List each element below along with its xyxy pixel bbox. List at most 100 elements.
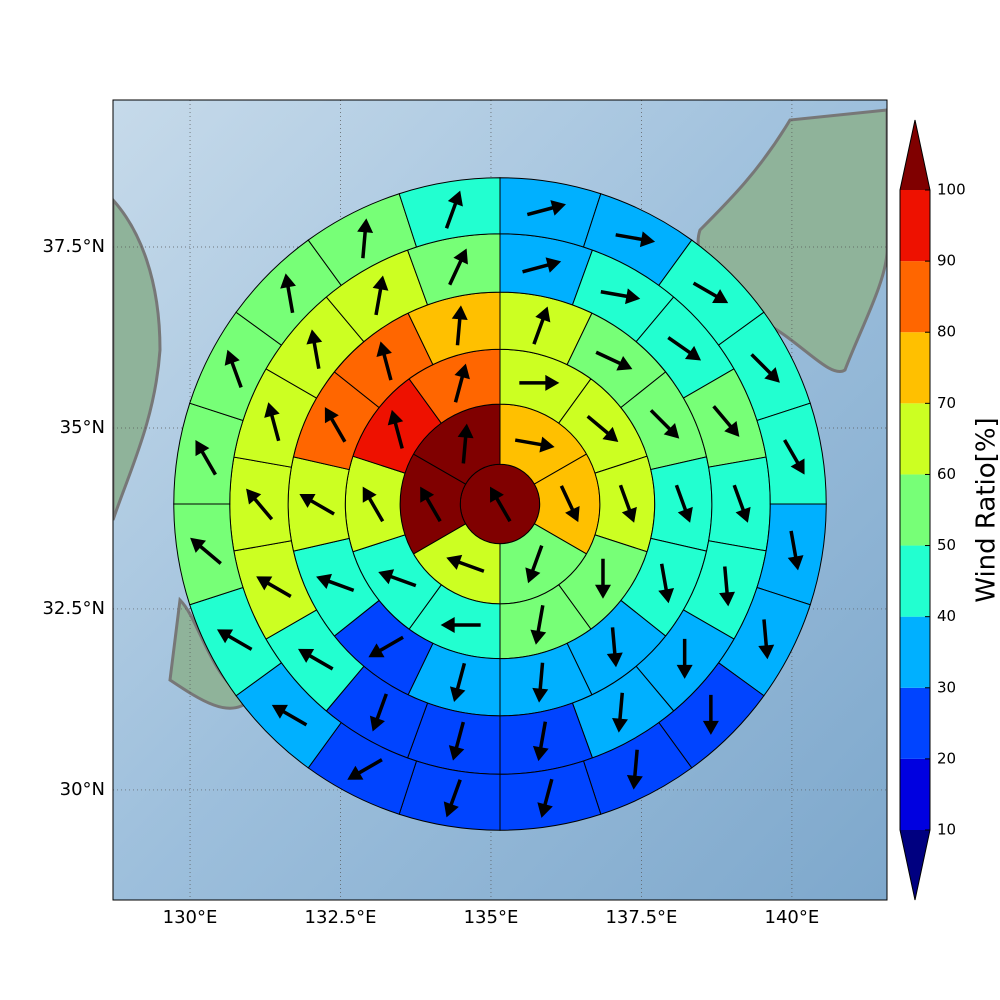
wind-arrow bbox=[532, 306, 551, 345]
wind-arrow bbox=[298, 648, 334, 671]
wind-arrow bbox=[712, 405, 740, 437]
wind-arrow bbox=[448, 721, 466, 761]
x-tick-label: 137.5°E bbox=[605, 907, 677, 928]
wind-arrow bbox=[600, 288, 641, 305]
wind-arrow bbox=[369, 693, 388, 732]
colorbar-tick-label: 40 bbox=[937, 607, 956, 625]
colorbar-bin bbox=[900, 687, 930, 759]
wind-arrow bbox=[256, 576, 292, 598]
colorbar-bin bbox=[900, 545, 930, 617]
colorbar-bin bbox=[900, 616, 930, 688]
wind-arrow bbox=[224, 349, 243, 388]
wind-arrow bbox=[586, 414, 619, 443]
wind-arrow bbox=[378, 569, 417, 588]
x-tick-label: 135°E bbox=[464, 907, 519, 928]
colorbar-tick-label: 70 bbox=[937, 394, 956, 412]
y-tick-label: 35°N bbox=[60, 417, 105, 438]
colorbar-bin bbox=[900, 474, 930, 546]
wind-arrow bbox=[443, 779, 462, 818]
wind-arrow bbox=[444, 190, 463, 229]
colorbar-tick-label: 100 bbox=[937, 181, 966, 199]
wind-arrow bbox=[787, 530, 804, 571]
colorbar-label: Wind Ratio[%] bbox=[972, 417, 1000, 602]
wind-arrow bbox=[420, 486, 442, 523]
colorbar-bin bbox=[900, 403, 930, 475]
colorbar-bin bbox=[900, 332, 930, 404]
wind-arrow bbox=[368, 635, 404, 658]
wind-arrow bbox=[446, 554, 485, 573]
wind-arrow bbox=[376, 341, 393, 381]
wind-arrow bbox=[271, 704, 308, 727]
wind-arrow bbox=[457, 423, 474, 464]
wind-arrow bbox=[732, 484, 751, 523]
x-tick-label: 140°E bbox=[765, 907, 820, 928]
wind-arrow bbox=[449, 662, 467, 702]
wind-arrow bbox=[615, 231, 656, 248]
x-tick-label: 130°E bbox=[163, 907, 218, 928]
wind-arrow bbox=[306, 329, 323, 370]
colorbar-tick-label: 30 bbox=[937, 678, 956, 696]
y-tick-label: 37.5°N bbox=[42, 236, 105, 257]
x-tick-label: 132.5°E bbox=[305, 907, 377, 928]
wind-arrow bbox=[702, 694, 719, 735]
y-tick-label: 32.5°N bbox=[42, 598, 105, 619]
wind-arrow bbox=[676, 638, 693, 679]
wind-arrow bbox=[594, 558, 611, 599]
wind-arrow bbox=[595, 350, 633, 371]
wind-arrow bbox=[372, 275, 389, 316]
colorbar-over bbox=[900, 120, 930, 190]
wind-arrow bbox=[618, 484, 637, 523]
wind-arrow bbox=[537, 778, 554, 818]
wind-arrow bbox=[216, 629, 253, 651]
colorbar-tick-label: 60 bbox=[937, 465, 956, 483]
wind-arrow bbox=[316, 573, 355, 592]
colorbar-tick-label: 20 bbox=[937, 749, 956, 767]
wind-arrow bbox=[362, 486, 385, 523]
wind-arrow bbox=[448, 248, 468, 286]
wind-arrow bbox=[674, 484, 693, 523]
wind-arrow bbox=[490, 486, 512, 523]
colorbar-bin bbox=[900, 190, 930, 262]
colorbar-under bbox=[900, 830, 930, 900]
wind-arrow bbox=[246, 488, 274, 521]
wind-arrow bbox=[357, 218, 374, 259]
wind-arrow bbox=[626, 749, 643, 790]
land bbox=[113, 197, 162, 521]
wind-arrow bbox=[195, 440, 217, 476]
wind-arrow bbox=[280, 273, 296, 314]
map-frame bbox=[112, 99, 888, 901]
wind-arrow bbox=[299, 493, 335, 516]
colorbar-tick-label: 80 bbox=[937, 323, 956, 341]
wind-arrow bbox=[525, 545, 544, 584]
colorbar-bin bbox=[900, 261, 930, 333]
sector bbox=[650, 456, 713, 552]
wind-arrow bbox=[387, 409, 404, 449]
wind-arrow bbox=[532, 662, 549, 703]
wind-arrow bbox=[324, 407, 347, 443]
wind-arrow bbox=[526, 200, 566, 217]
wind-arrow bbox=[758, 619, 775, 660]
wind-arrow bbox=[606, 627, 623, 668]
colorbar-bin bbox=[900, 758, 930, 830]
wind-arrow bbox=[559, 485, 580, 523]
wind-arrow bbox=[514, 436, 555, 453]
wind-arrow bbox=[522, 257, 562, 274]
wind-arrow bbox=[649, 409, 680, 439]
wind-arrow bbox=[667, 336, 702, 361]
colorbar-tick-label: 50 bbox=[937, 536, 956, 554]
wind-arrow bbox=[453, 363, 470, 403]
wind-arrow bbox=[347, 758, 383, 780]
wind-arrow bbox=[440, 617, 481, 634]
sector bbox=[398, 177, 501, 248]
wind-arrow bbox=[532, 721, 549, 762]
wind-arrow bbox=[519, 374, 560, 391]
wind-arrow bbox=[658, 563, 675, 604]
wind-arrow bbox=[451, 305, 468, 346]
wind-arrow bbox=[719, 566, 736, 607]
wind-arrow bbox=[264, 402, 281, 442]
wind-arrow bbox=[190, 537, 222, 565]
wind-arrow bbox=[692, 281, 729, 304]
wind-arrow bbox=[750, 353, 780, 383]
wind-arrow bbox=[783, 439, 805, 475]
